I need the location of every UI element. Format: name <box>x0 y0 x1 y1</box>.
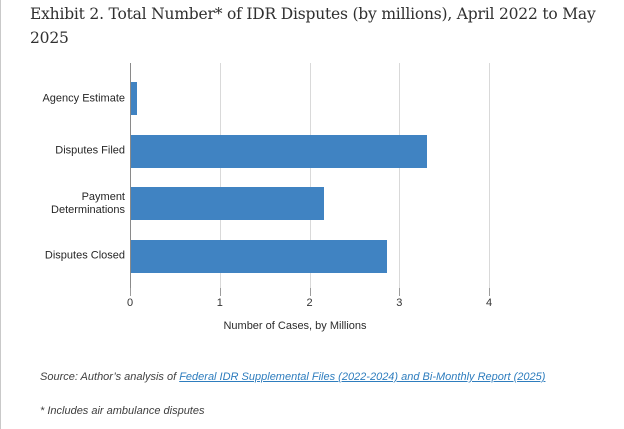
category-label: Disputes Filed <box>55 144 125 157</box>
gridline <box>219 63 221 288</box>
x-tick-label: 1 <box>216 297 223 309</box>
gridline <box>399 63 401 288</box>
figure-left-border <box>0 0 1 429</box>
bar-chart: Agency Estimate Disputes Filed Payment Det… <box>42 63 560 332</box>
x-tick-mark <box>489 288 490 296</box>
x-tick-mark <box>130 288 131 296</box>
x-tick-label: 2 <box>306 297 313 309</box>
gridline <box>309 63 311 288</box>
x-tick-mark <box>309 288 311 296</box>
bar <box>131 134 428 168</box>
gridline <box>489 63 490 288</box>
x-tick-label: 4 <box>485 297 493 309</box>
x-tick-mark <box>399 288 401 296</box>
source-note: Source: Author’s analysis of Federal IDR… <box>40 371 545 383</box>
category-label: Disputes Closed <box>44 249 125 262</box>
x-tick-label: 3 <box>396 297 403 309</box>
x-axis-title: Number of Cases, by Millions <box>223 320 367 332</box>
source-note-text: Source: Author’s analysis of <box>40 371 180 383</box>
plot-area <box>130 63 560 288</box>
source-link[interactable]: Federal IDR Supplemental Files (2022-202… <box>179 371 546 383</box>
x-tick-label: 0 <box>126 297 134 309</box>
y-axis-line <box>130 63 131 288</box>
bar <box>131 82 138 115</box>
category-label: Agency Estimate <box>42 92 125 104</box>
x-tick-mark <box>219 288 221 296</box>
bar <box>131 187 324 220</box>
figure-title: Exhibit 2. Total Number* of IDR Disputes… <box>30 5 596 47</box>
category-label: Payment Determinations <box>51 190 125 216</box>
bar <box>131 239 387 273</box>
footnote: * Includes air ambulance disputes <box>40 405 205 417</box>
